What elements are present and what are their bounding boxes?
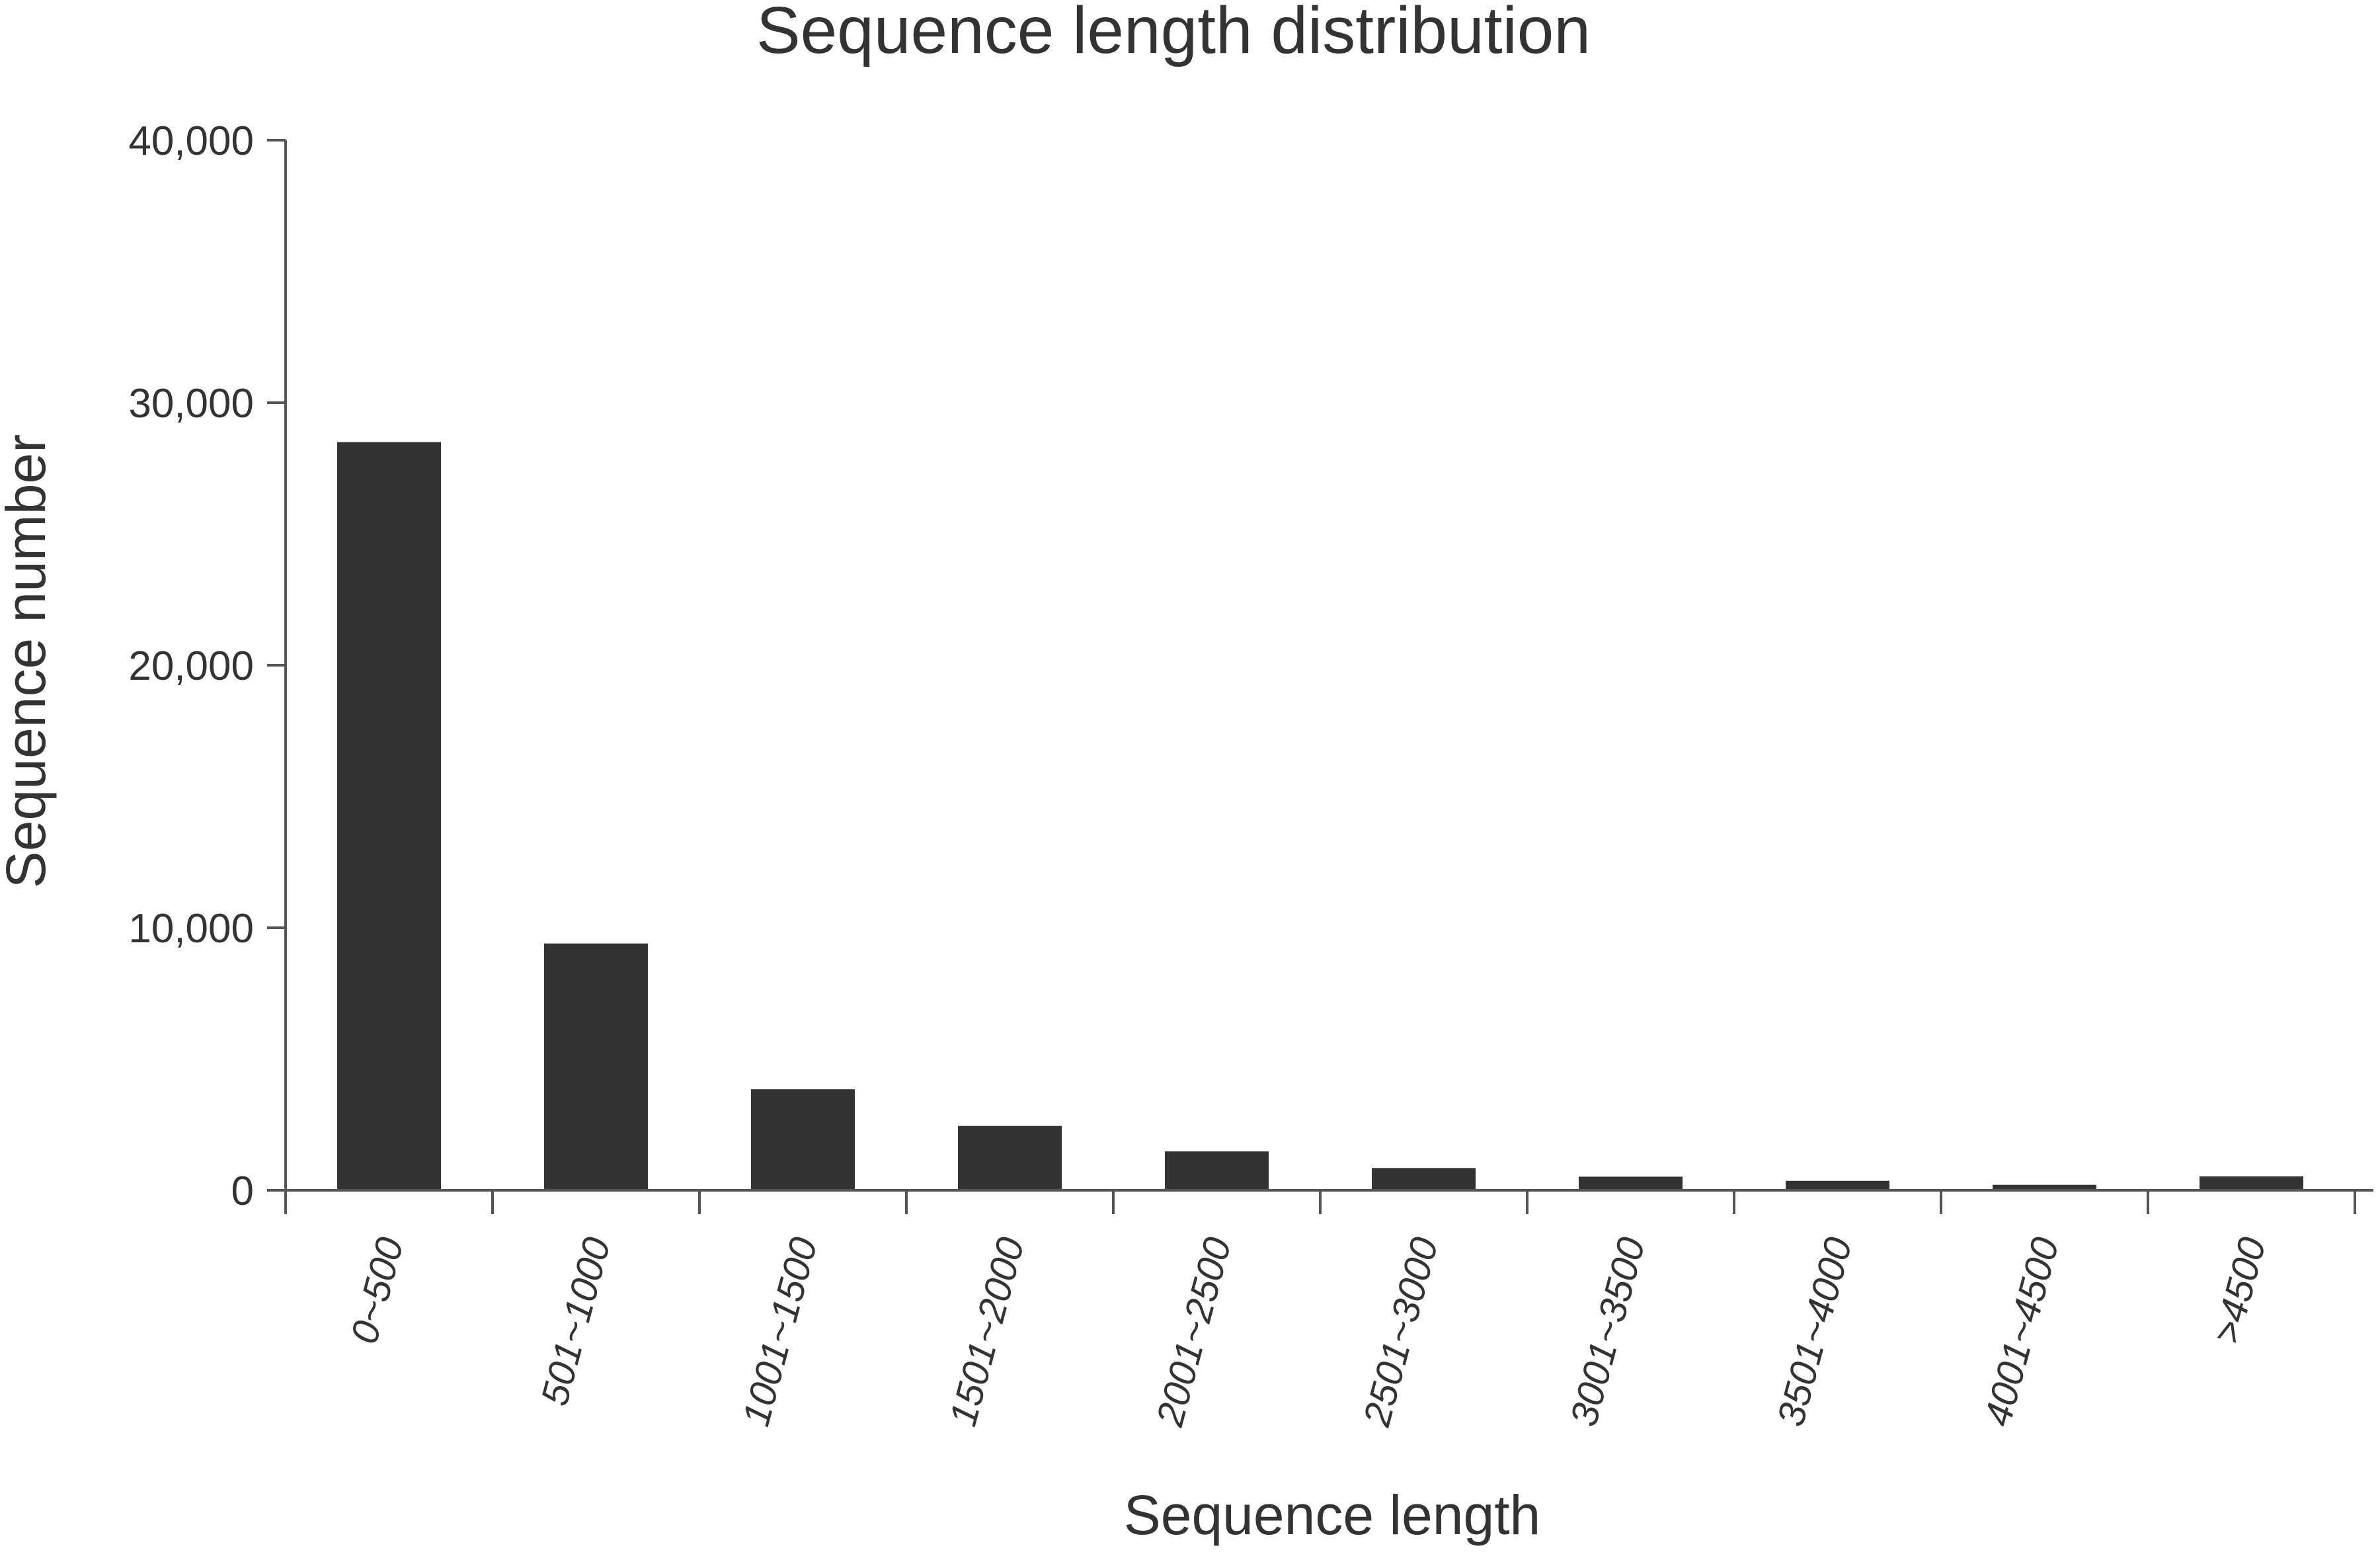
x-tick-label: 4001~4500 [1976,1233,2067,1431]
bar-8 [1993,1184,2096,1190]
plot-area: 0 10,000 20,000 30,000 40,000 0~500 501~1000 1… [128,118,2373,1431]
x-axis-ticks: 0~500 501~1000 1001~1500 1501~2000 2001~2500… [284,1190,2356,1432]
bar-0 [337,442,441,1190]
y-axis-label: Sequence number [0,434,57,888]
bar-3 [958,1125,1062,1190]
x-tick-label: 2001~2500 [1148,1233,1240,1432]
y-axis-ticks: 0 10,000 20,000 30,000 40,000 [128,118,286,1214]
bar-6 [1579,1176,1683,1190]
y-tick-label: 10,000 [128,906,254,952]
bar-2 [751,1089,855,1190]
x-tick-label: 3001~3500 [1562,1233,1653,1431]
chart-title: Sequence length distribution [756,0,1591,67]
x-tick-label: 1001~1500 [734,1233,826,1431]
y-tick-label: 0 [231,1168,254,1214]
y-tick-label: 40,000 [128,118,254,164]
bar-4 [1165,1151,1269,1190]
bar-group [337,442,2303,1190]
x-tick-label: 3501~4000 [1769,1233,1860,1431]
bar-7 [1786,1180,1889,1190]
x-tick-label: 2501~3000 [1355,1233,1447,1432]
bar-1 [544,943,648,1190]
x-tick-label: 501~1000 [533,1233,619,1410]
x-tick-label: >4500 [2205,1233,2274,1348]
x-axis-label: Sequence length [1124,1484,1541,1546]
bar-5 [1372,1168,1476,1190]
y-tick-label: 20,000 [128,643,254,689]
y-tick-label: 30,000 [128,381,254,427]
x-tick-label: 0~500 [342,1233,412,1348]
bar-9 [2200,1176,2303,1190]
x-tick-label: 1501~2000 [941,1233,1033,1431]
